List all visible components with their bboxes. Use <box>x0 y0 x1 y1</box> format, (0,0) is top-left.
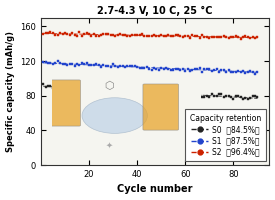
Title: 2.7-4.3 V, 10 C, 25 °C: 2.7-4.3 V, 10 C, 25 °C <box>97 6 213 16</box>
Y-axis label: Specific capacity (mAh/g): Specific capacity (mAh/g) <box>6 31 15 152</box>
Legend: S0  （84.5%）, S1  （87.5%）, S2  （96.4%）: S0 （84.5%）, S1 （87.5%）, S2 （96.4%） <box>185 109 266 161</box>
X-axis label: Cycle number: Cycle number <box>117 184 193 194</box>
